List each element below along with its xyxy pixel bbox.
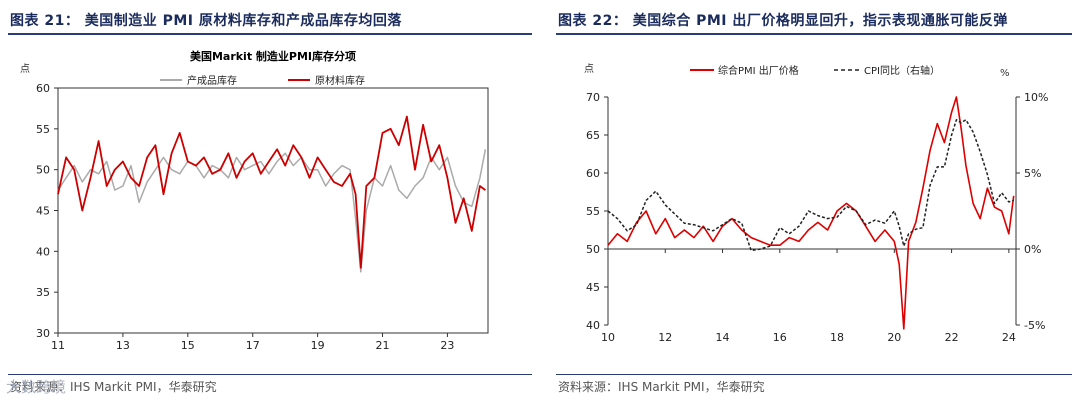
y-tick-label: 50 <box>36 164 50 177</box>
x-tick-label: 21 <box>376 339 390 352</box>
source-rule-right <box>556 374 1072 375</box>
y-tick-label: 40 <box>586 319 600 332</box>
y2-tick-label: -5% <box>1024 319 1045 332</box>
x-tick-label: 17 <box>246 339 260 352</box>
x-tick-label: 15 <box>181 339 195 352</box>
series-line-pmi-output-price <box>607 96 1015 330</box>
y2-tick-label: 5% <box>1024 167 1041 180</box>
left-figure: 图表 21： 美国制造业 PMI 原材料库存和产成品库存均回落 美国Markit… <box>6 13 532 396</box>
chart-title: 美国Markit 制造业PMI库存分项 <box>190 49 356 63</box>
y-tick-label: 55 <box>586 205 600 218</box>
source-right: 资料来源：IHS Markit PMI，华泰研究 <box>558 380 765 394</box>
y-tick-label: 65 <box>586 129 600 142</box>
legend-label-raw-materials: 原材料库存 <box>315 74 365 87</box>
x-tick-label: 20 <box>887 331 901 344</box>
source-left: 资料来源：IHS Markit PMI，华泰研究 <box>10 380 217 394</box>
y-tick-label: 40 <box>36 245 50 258</box>
series-line-cpi <box>607 119 1014 252</box>
x-tick-label: 14 <box>716 331 730 344</box>
chart-right: 点 % 综合PMI 出厂价格 CPI同比（右轴） 40 45 50 55 60 65 70 -5% 0%… <box>584 63 1048 344</box>
series-line-raw-materials <box>57 115 486 269</box>
x-tick-label: 11 <box>51 339 65 352</box>
source-rule-left <box>8 374 532 375</box>
x-tick-label: 16 <box>773 331 787 344</box>
y-tick-label: 50 <box>586 243 600 256</box>
figure-title-right: 图表 22： 美国综合 PMI 出厂价格明显回升，指示表现通胀可能反弹 <box>558 13 1008 29</box>
series-line-finished-goods <box>57 149 487 273</box>
y-tick-label: 35 <box>36 286 50 299</box>
y2-tick-label: 10% <box>1024 91 1048 104</box>
y-tick-label: 60 <box>36 82 50 95</box>
x-tick-label: 10 <box>601 331 615 344</box>
right-figure: 图表 22： 美国综合 PMI 出厂价格明显回升，指示表现通胀可能反弹 点% 综合… <box>548 0 1080 408</box>
x-tick-label: 24 <box>1002 331 1016 344</box>
legend-label-cpi: CPI同比（右轴） <box>864 64 940 77</box>
y-tick-label: 30 <box>36 327 50 340</box>
y-tick-label: 60 <box>586 167 600 180</box>
x-tick-label: 19 <box>311 339 325 352</box>
x-tick-label: 18 <box>830 331 844 344</box>
legend-label-pmi-output-price: 综合PMI 出厂价格 <box>718 64 799 77</box>
x-tick-label: 13 <box>116 339 130 352</box>
title-rule-right <box>556 33 1072 35</box>
x-tick-label: 22 <box>945 331 959 344</box>
title-rule-left <box>8 33 532 35</box>
y2-tick-label: 0% <box>1024 243 1041 256</box>
y-tick-label: 55 <box>36 123 50 136</box>
y-tick-label: 70 <box>586 91 600 104</box>
y-tick-label: 45 <box>36 205 50 218</box>
y-axis-unit: 点 <box>20 63 30 75</box>
y-tick-label: 45 <box>586 281 600 294</box>
y-axis-unit: 点 <box>584 63 594 75</box>
watermark: 大数跨境 <box>6 378 67 396</box>
x-tick-label: 23 <box>440 339 454 352</box>
figure-title-left: 图表 21： 美国制造业 PMI 原材料库存和产成品库存均回落 <box>10 13 402 29</box>
legend-label-finished-goods: 产成品库存 <box>187 74 237 87</box>
x-tick-label: 12 <box>658 331 672 344</box>
y2-axis-unit: % <box>1000 68 1010 79</box>
